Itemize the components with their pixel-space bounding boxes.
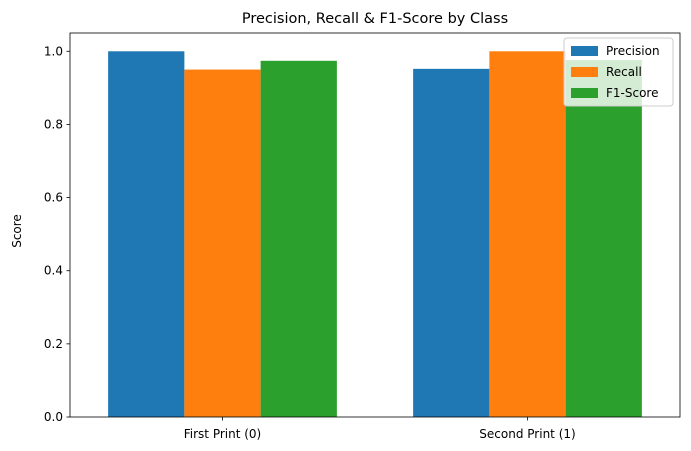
- plot-frame: [69, 32, 681, 418]
- chart-title: Precision, Recall & F1-Score by Class: [242, 11, 508, 27]
- y-tick-label: 0.4: [44, 264, 63, 278]
- y-axis-title: Score: [10, 214, 24, 248]
- legend-label-f1-score: F1-Score: [606, 86, 658, 100]
- bar-precision-1: [413, 68, 490, 417]
- bar-f1-score-1: [565, 60, 642, 417]
- y-tick-label: 0.2: [44, 337, 63, 351]
- bar-precision-0: [108, 51, 185, 418]
- bars-layer: [108, 51, 642, 418]
- y-tick-label: 0.0: [44, 410, 63, 424]
- legend-swatch-f1-score: [571, 88, 598, 98]
- y-tick-label: 0.6: [44, 191, 63, 205]
- legend-label-recall: Recall: [606, 65, 642, 79]
- axes-layer: 0.0 0.2 0.4 0.6 0.8 1.0 First Print (0) Second …: [44, 32, 681, 441]
- x-tick-label: First Print (0): [184, 427, 261, 441]
- legend-label-precision: Precision: [606, 44, 660, 58]
- x-tick-label: Second Print (1): [479, 427, 575, 441]
- legend-swatch-precision: [571, 46, 598, 56]
- bar-recall-1: [489, 51, 566, 418]
- legend-swatch-recall: [571, 67, 598, 77]
- bar-recall-0: [184, 69, 261, 418]
- y-tick-label: 0.8: [44, 117, 63, 131]
- bar-f1-score-0: [260, 60, 337, 418]
- legend: Precision Recall F1-Score: [563, 37, 674, 107]
- y-tick-label: 1.0: [44, 44, 63, 58]
